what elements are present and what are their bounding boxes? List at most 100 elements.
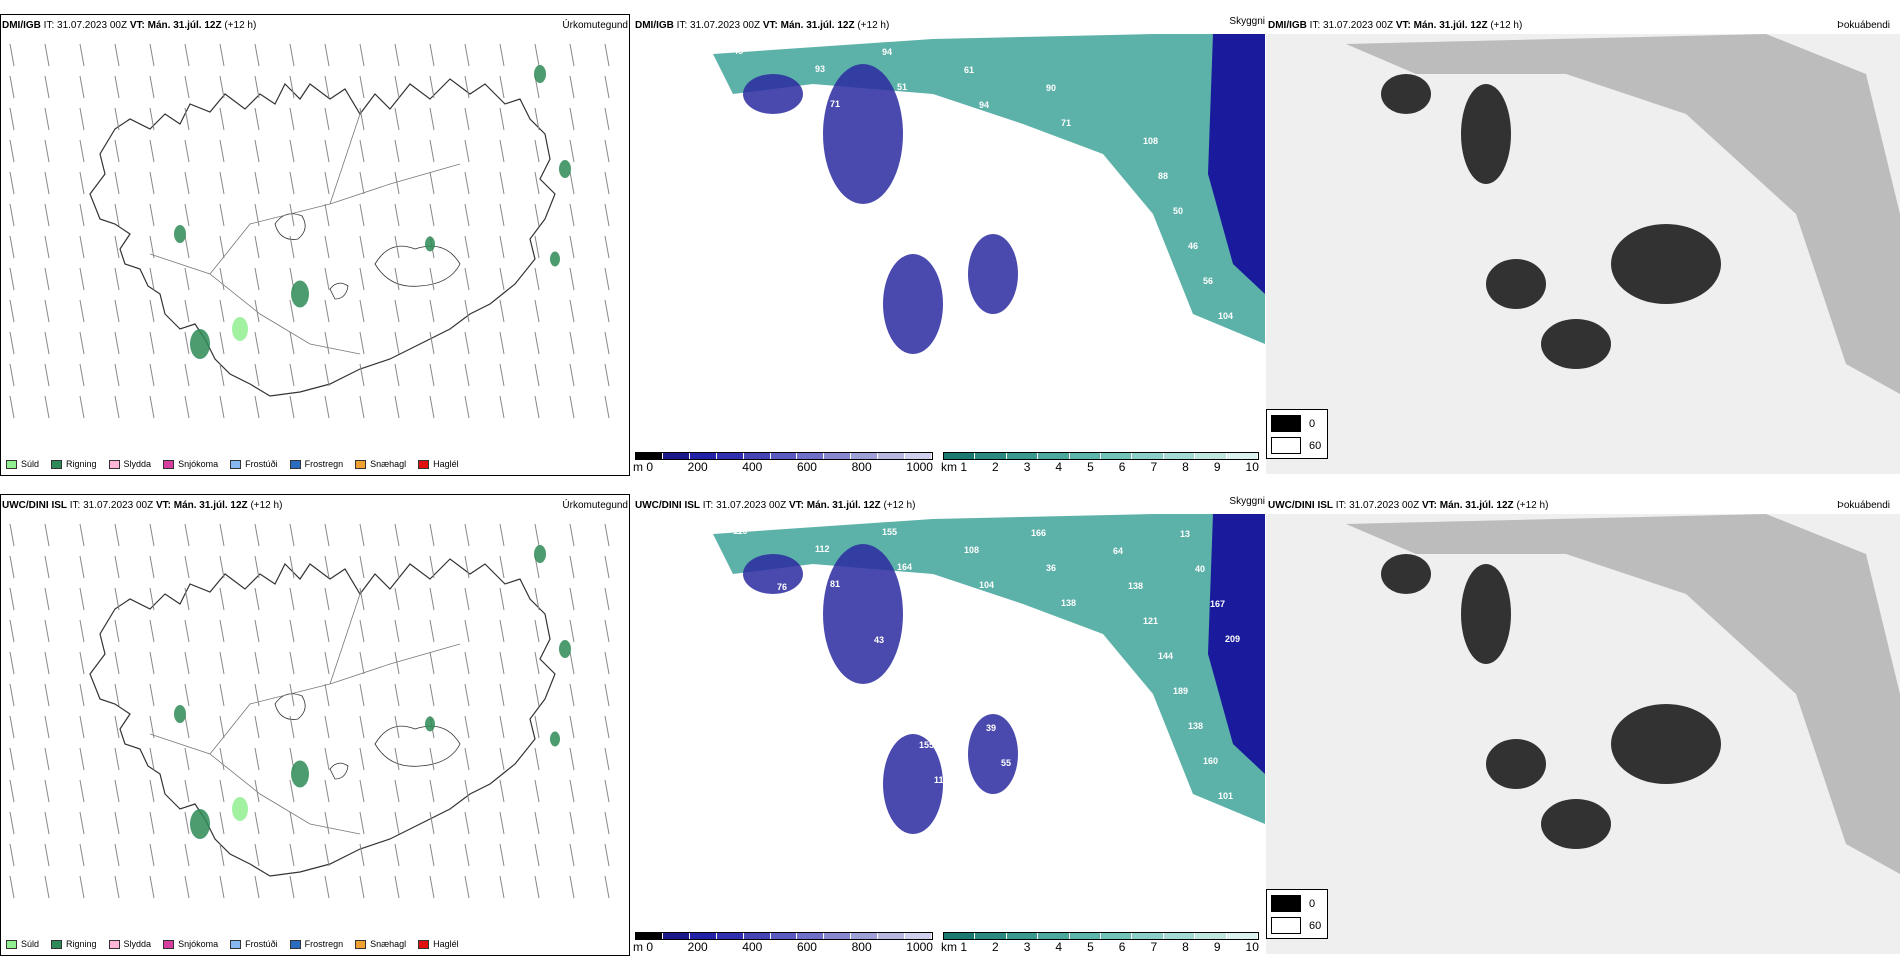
wind-barb [44,683,50,707]
wind-barb [149,267,155,291]
legend-item: Haglél [418,939,459,949]
colorbar-segment [824,453,852,459]
low-ceiling-cell [883,734,943,834]
legend-swatch [1271,895,1301,912]
wind-barb [184,683,190,707]
wind-barb [219,587,225,611]
colorbar-segment [878,453,906,459]
colorbar-segment [944,933,976,939]
wind-barb [184,875,190,899]
panel-type-label: Úrkomutegund [562,500,628,511]
legend-label: Súld [21,939,40,949]
panel-precip-type-dmi: DMI/IGB IT: 31.07.2023 00Z VT: Mán. 31.j… [0,14,632,477]
panel-visibility-uwc: UWC/DINI ISL IT: 31.07.2023 00Z VT: Mán.… [633,494,1265,957]
legend-swatch [163,459,175,469]
wind-barb [184,43,190,67]
legend-swatch [230,459,242,469]
wind-barb [604,875,610,899]
precip-cell [190,329,210,359]
colorbar-ticks: km 1 2 3 4 5 6 7 8 9 10 [941,460,1259,474]
wind-barb [184,299,190,323]
wind-barb [79,683,85,707]
wind-barb [464,523,470,547]
wind-barb [569,75,575,99]
wind-barb [149,619,155,643]
fog-index-cell [1541,799,1611,849]
wind-barb [289,235,295,259]
wind-barb [429,523,435,547]
wind-barb [79,875,85,899]
precip-cell [190,809,210,839]
wind-barb [149,523,155,547]
wind-barb [394,555,400,579]
wind-barb [394,363,400,387]
fog-index-cell [1461,564,1511,664]
wind-barb [394,395,400,419]
colorbar-segment [824,933,852,939]
wind-barb [289,363,295,387]
ceiling-value-label: 158 [1106,703,1121,713]
wind-barb [184,779,190,803]
wind-barb [534,203,540,227]
colorbar-tick: km 1 [941,940,968,954]
wind-barb [254,363,260,387]
wind-barb [604,107,610,131]
low-ceiling-cell [968,714,1018,794]
colorbar-tick: 400 [742,940,763,954]
wind-barb [534,843,540,867]
legend-swatch [289,459,301,469]
ceiling-value-label: 72 [755,704,765,714]
wind-barb [464,587,470,611]
wind-barb [149,299,155,323]
colorbar-segment [1163,933,1196,939]
wind-barb [569,395,575,419]
wind-barb [149,331,155,355]
wind-barb [9,523,15,547]
wind-barb [289,299,295,323]
wind-barb [569,555,575,579]
wind-barb [569,715,575,739]
colorbar-tick: 4 [1055,460,1063,474]
legend-swatch [418,939,430,949]
wind-barb [114,811,120,835]
precip-cell [232,797,248,821]
ceiling-value-label: 209 [1225,634,1240,644]
ceiling-colorbar: m 0 200 400 600 800 1000 [633,914,939,954]
wind-barb [499,171,505,195]
wind-barb [569,619,575,643]
ceiling-value-label: 268 [1016,793,1031,803]
colorbar-tick: 9 [1213,940,1221,954]
wind-barb [429,555,435,579]
legend-swatch [355,459,367,469]
wind-barb [324,235,330,259]
ceiling-value-label: 26 [852,757,862,767]
wind-barb [289,171,295,195]
wind-barb [254,555,260,579]
wind-barb [394,75,400,99]
wind-barb [429,587,435,611]
wind-barb [184,587,190,611]
ceiling-value-label: 22 [807,652,817,662]
wind-barb [499,75,505,99]
wind-barb [359,395,365,419]
panel-fog-index-uwc: UWC/DINI ISL IT: 31.07.2023 00Z VT: Mán.… [1266,494,1900,957]
ceiling-value-label: 133 [1076,633,1091,643]
colorbar-tick: 600 [796,940,817,954]
legend-swatch [6,939,17,949]
wind-barb [324,587,330,611]
wind-barb [534,875,540,899]
wind-barb [604,43,610,67]
ceiling-value-label: 163 [822,687,837,697]
wind-barb [114,875,120,899]
panel-type-label: Úrkomutegund [562,20,628,31]
wind-barb [149,107,155,131]
colorbar-tick: 10 [1245,940,1259,954]
wind-barb [429,299,435,323]
wind-barb [429,651,435,675]
colorbar-segment [851,453,879,459]
wind-barb [499,555,505,579]
wind-barb [604,651,610,675]
ceiling-value-label: 60 [1083,776,1093,786]
wind-barb [254,843,260,867]
wind-barb [534,779,540,803]
